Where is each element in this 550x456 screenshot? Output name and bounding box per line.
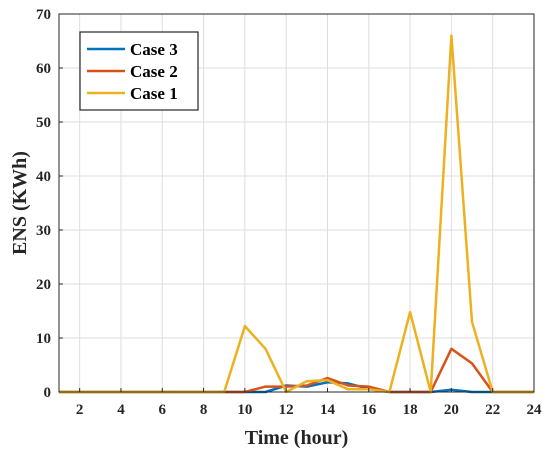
x-tick-label: 2 [76,402,84,418]
x-tick-label: 8 [200,402,208,418]
x-tick-label: 10 [237,402,252,418]
y-tick-label: 30 [36,223,51,239]
y-tick-label: 10 [36,331,51,347]
y-tick-label: 40 [36,169,51,185]
y-tick-label: 20 [36,277,51,293]
x-tick-label: 6 [159,402,167,418]
y-tick-label: 70 [36,7,51,23]
x-tick-label: 12 [279,402,294,418]
y-tick-label: 50 [36,115,51,131]
x-tick-label: 4 [117,402,125,418]
legend-label: Case 1 [130,84,178,103]
legend-label: Case 3 [130,40,178,59]
x-axis-title: Time (hour) [245,427,349,449]
x-tick-label: 22 [485,402,500,418]
y-tick-label: 60 [36,61,51,77]
plot-area-frame [58,13,535,393]
legend: Case 3 Case 2 Case 1 [79,31,199,111]
x-tick-label: 20 [444,402,459,418]
y-axis-title: ENS (KWh) [9,151,31,255]
legend-label: Case 2 [130,62,178,81]
y-tick-label: 0 [44,385,52,401]
x-tick-label: 14 [320,402,336,418]
x-tick-label: 18 [403,402,418,418]
x-tick-label: 16 [361,402,377,418]
x-tick-label: 24 [527,402,543,418]
